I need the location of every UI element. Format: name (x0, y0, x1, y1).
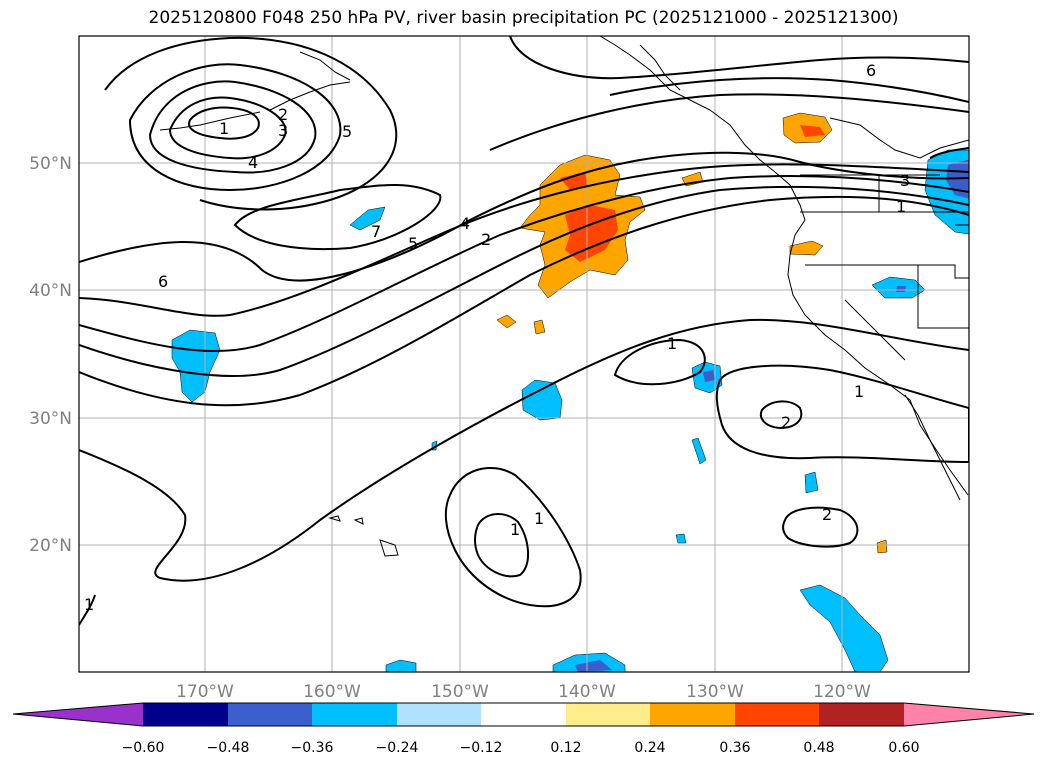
contour-label-layer: 1 2 3 4 5 6 7 6 3 1 5 4 2 1 1 2 1 1 2 1 (84, 61, 910, 614)
colorbar-tick-label: −0.24 (376, 740, 419, 756)
lat-label: 30°N (29, 409, 72, 429)
lon-label: 130°W (686, 682, 744, 702)
contour-label: 1 (667, 334, 677, 353)
colorbar-tick-label: 0.24 (634, 740, 665, 756)
lon-label: 120°W (813, 682, 871, 702)
colorbar: −0.60 −0.48 −0.36 −0.24 −0.12 0.12 0.24 … (12, 702, 1035, 756)
lon-label: 140°W (558, 682, 616, 702)
colorbar-outline (12, 702, 1035, 727)
colorbar-tick-label: −0.36 (291, 740, 334, 756)
lon-label: 160°W (303, 682, 361, 702)
precip-positive-region (789, 240, 824, 256)
precip-negative-region (521, 379, 563, 421)
colorbar-segment (566, 703, 650, 726)
contour-label: 3 (900, 171, 910, 190)
contour-label: 4 (460, 214, 470, 233)
colorbar-segment (819, 703, 904, 726)
contour-label: 3 (278, 121, 288, 140)
map-content: 1 2 3 4 5 6 7 6 3 1 5 4 2 1 1 2 1 1 2 1 (79, 36, 969, 672)
precip-strong-region (560, 172, 588, 190)
lon-label: 150°W (431, 682, 489, 702)
colorbar-segment (650, 703, 735, 726)
colorbar-segment (13, 703, 143, 726)
longitude-labels: 170°W 160°W 150°W 140°W 130°W 120°W (176, 682, 871, 702)
precip-negative-region (799, 584, 889, 672)
lat-label: 40°N (29, 281, 72, 301)
contour-label: 7 (371, 222, 381, 241)
contour-label: 1 (219, 119, 229, 138)
colorbar-segment (735, 703, 819, 726)
precip-weak-negative-region (703, 370, 715, 382)
contour-label: 1 (534, 509, 544, 528)
colorbar-tick-label: 0.48 (803, 740, 834, 756)
colorbar-tick-label: −0.60 (122, 740, 165, 756)
graticule (79, 36, 969, 672)
precip-positive-region (876, 539, 888, 554)
colorbar-segment (228, 703, 312, 726)
contour-label: 2 (822, 505, 832, 524)
precip-negative-region (675, 533, 687, 544)
precip-negative-region (349, 206, 386, 231)
colorbar-segment (481, 703, 566, 726)
map-title: 2025120800 F048 250 hPa PV, river basin … (148, 8, 899, 28)
contour-label: 5 (408, 234, 418, 253)
precip-strong-region (800, 125, 825, 137)
colorbar-segment (312, 703, 397, 726)
contour-label: 2 (781, 413, 791, 432)
contour-label: 6 (158, 272, 168, 291)
contour-label: 2 (278, 105, 288, 124)
precip-positive-region (533, 319, 546, 335)
precip-negative-region (385, 659, 417, 672)
colorbar-segment (904, 703, 1034, 726)
lat-label: 20°N (29, 536, 72, 556)
contour-label: 1 (84, 595, 94, 614)
contour-label: 1 (896, 197, 906, 216)
precip-positive-region (496, 314, 517, 329)
contour-label: 4 (248, 153, 258, 172)
colorbar-tick-label: 0.36 (719, 740, 750, 756)
precip-weak-negative-region (575, 660, 612, 672)
colorbar-tick-label: −0.12 (460, 740, 503, 756)
colorbar-segment (397, 703, 481, 726)
precip-weak-negative-region (896, 286, 906, 292)
map-frame-border (78, 35, 970, 673)
contour-label: 1 (510, 520, 520, 539)
colorbar-segment (143, 703, 228, 726)
colorbar-tick-label: 0.60 (888, 740, 919, 756)
map-frame-bg (79, 36, 969, 672)
contour-label: 1 (854, 382, 864, 401)
latitude-labels: 50°N 40°N 30°N 20°N (29, 154, 72, 556)
colorbar-tick-label: −0.48 (207, 740, 250, 756)
contour-label: 6 (866, 61, 876, 80)
colorbar-tick-label: 0.12 (550, 740, 581, 756)
contour-label: 5 (342, 122, 352, 141)
contour-label: 2 (481, 230, 491, 249)
pv-contours (79, 36, 969, 626)
precip-negative-region (691, 437, 707, 465)
lon-label: 170°W (176, 682, 234, 702)
precip-negative-region (804, 471, 819, 494)
lat-label: 50°N (29, 154, 72, 174)
